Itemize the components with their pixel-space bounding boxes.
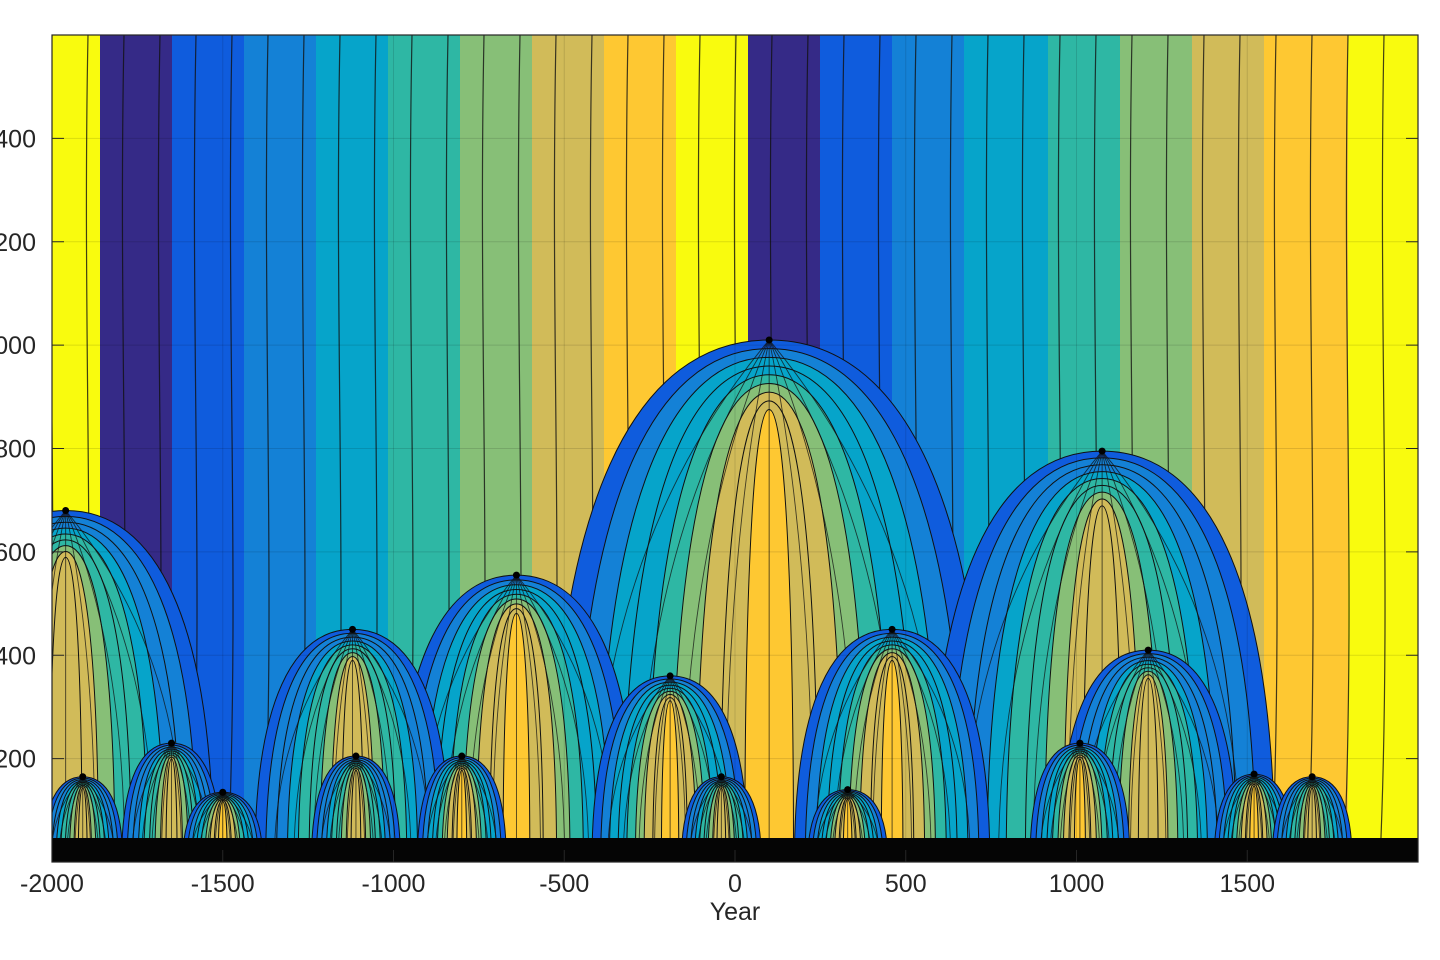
phase-singularity-point	[1076, 739, 1084, 747]
x-tick-label: 1500	[1219, 870, 1275, 898]
x-axis-ticks: -2000 -1500 -1000 -500 0 500 1000 1500	[20, 850, 1275, 898]
phase-singularity-point	[888, 625, 896, 633]
phase-singularity-point	[458, 752, 466, 760]
x-axis-label: Year	[710, 898, 761, 926]
x-tick-label: -1000	[362, 870, 426, 898]
grid-lines	[52, 35, 1418, 862]
phase-singularity-point	[219, 788, 227, 796]
y-axis-ticks: 200 400 600 800 1000 1200 1400	[0, 125, 1418, 774]
plot-area	[52, 35, 1418, 862]
x-tick-label: -1500	[191, 870, 255, 898]
y-tick-label: 600	[0, 539, 36, 567]
phase-singularity-point	[1144, 646, 1152, 654]
phase-singularity-point	[765, 336, 773, 344]
phase-singularity-point	[62, 507, 70, 515]
x-tick-label: -2000	[20, 870, 84, 898]
x-tick-label: 0	[728, 870, 742, 898]
phase-singularity-point	[349, 625, 357, 633]
y-tick-label: 1000	[0, 332, 36, 360]
y-tick-label: 400	[0, 642, 36, 670]
phase-singularity-point	[352, 752, 360, 760]
phase-singularity-point	[844, 786, 852, 794]
y-tick-label: 1400	[0, 125, 36, 153]
phase-singularity-point	[1308, 773, 1316, 781]
phase-singularity-point	[79, 773, 87, 781]
x-tick-label: 500	[885, 870, 927, 898]
y-tick-label: 1200	[0, 229, 36, 257]
x-tick-label: 1000	[1049, 870, 1105, 898]
x-tick-label: -500	[539, 870, 589, 898]
phase-singularity-point	[666, 672, 674, 680]
phase-singularity-point	[512, 571, 520, 579]
phase-singularity-point	[717, 773, 725, 781]
y-tick-label: 200	[0, 746, 36, 774]
y-tick-label: 800	[0, 436, 36, 464]
phase-singularity-point	[168, 739, 176, 747]
phase-singularity-point	[1098, 447, 1106, 455]
phase-singularity-point	[1250, 770, 1258, 778]
plume-domes	[52, 336, 1353, 862]
